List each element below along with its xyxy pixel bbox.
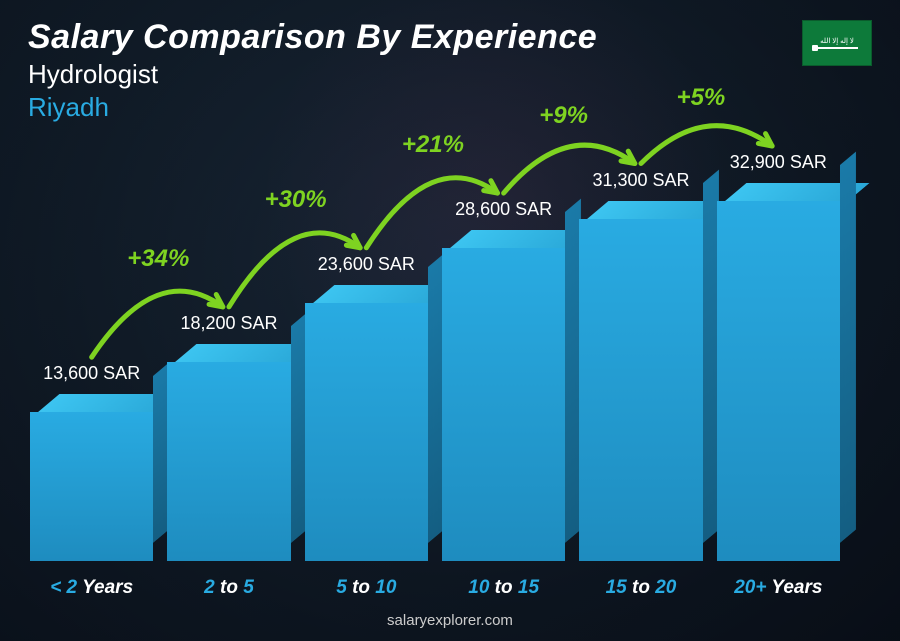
bar-value-label: 28,600 SAR <box>455 199 552 220</box>
bar-group-2: 23,600 SAR <box>305 254 428 561</box>
x-axis-label: 5 to 10 <box>305 577 428 599</box>
increase-percent-label: +9% <box>539 102 588 130</box>
bar <box>305 285 428 561</box>
chart-subtitle: Hydrologist <box>28 59 872 90</box>
chart-header: Salary Comparison By Experience Hydrolog… <box>28 18 872 123</box>
bar-value-label: 23,600 SAR <box>318 254 415 275</box>
x-axis-label: < 2 Years <box>30 577 153 599</box>
bar <box>717 183 840 561</box>
flag-sword-icon <box>816 47 858 49</box>
bars-area: 13,600 SAR 18,200 SAR 23,600 SAR 28,600 SAR… <box>30 131 840 561</box>
footer-attribution: salaryexplorer.com <box>0 612 900 629</box>
bar-value-label: 18,200 SAR <box>180 313 277 334</box>
x-axis-label: 20+ Years <box>717 577 840 599</box>
bar-front-face <box>30 412 153 561</box>
bar-front-face <box>717 201 840 561</box>
x-axis-label: 10 to 15 <box>442 577 565 599</box>
x-axis-labels: < 2 Years 2 to 5 5 to 10 10 to 15 15 to 20 20… <box>30 577 840 599</box>
bar-value-label: 31,300 SAR <box>592 170 689 191</box>
chart-title: Salary Comparison By Experience <box>28 18 872 57</box>
increase-percent-label: +21% <box>402 131 464 159</box>
flag-shahada-icon: لا إله إلا الله <box>820 37 854 45</box>
bar <box>442 230 565 561</box>
bar <box>30 394 153 561</box>
increase-percent-label: +30% <box>265 186 327 214</box>
chart-location: Riyadh <box>28 92 872 123</box>
increase-percent-label: +34% <box>127 245 189 273</box>
country-flag-saudi-arabia: لا إله إلا الله <box>802 20 872 66</box>
x-axis-label: 2 to 5 <box>167 577 290 599</box>
bar-group-3: 28,600 SAR <box>442 199 565 561</box>
bar <box>167 344 290 561</box>
increase-percent-label: +5% <box>677 84 726 112</box>
bar-front-face <box>305 303 428 561</box>
x-axis-label: 15 to 20 <box>579 577 702 599</box>
bar-group-4: 31,300 SAR <box>579 170 702 561</box>
bar-group-0: 13,600 SAR <box>30 363 153 561</box>
bar-side-face <box>840 152 856 543</box>
bar-front-face <box>167 362 290 561</box>
bar <box>579 201 702 561</box>
bar-front-face <box>579 219 702 561</box>
bar-front-face <box>442 248 565 561</box>
salary-chart-container: Salary Comparison By Experience Hydrolog… <box>0 0 900 641</box>
bar-group-1: 18,200 SAR <box>167 313 290 561</box>
bar-value-label: 13,600 SAR <box>43 363 140 384</box>
bar-group-5: 32,900 SAR <box>717 152 840 561</box>
bar-value-label: 32,900 SAR <box>730 152 827 173</box>
